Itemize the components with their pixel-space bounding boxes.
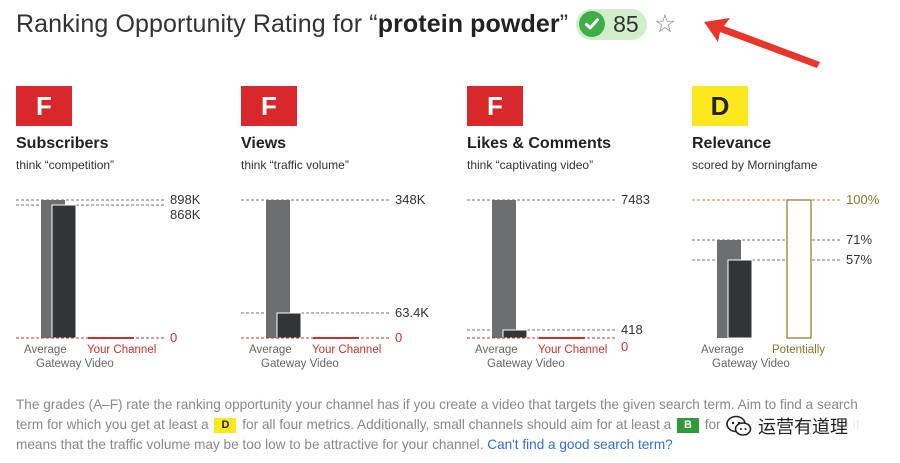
bar-your-channel xyxy=(539,337,585,339)
label-average-value: 348K xyxy=(395,192,426,207)
subscribers-chart: 898K 868K 0 Average Gateway Video Your C… xyxy=(16,192,201,370)
label-average: Average xyxy=(249,344,292,356)
bar-average xyxy=(492,200,516,338)
metric-relevance: D Relevance scored by Morningfame 100% 7… xyxy=(692,86,900,376)
label-your-channel-value: 0 xyxy=(170,330,177,345)
label-gateway-value: 57% xyxy=(846,252,872,267)
metric-title: Likes & Comments xyxy=(467,135,612,152)
label-gateway-video: Gateway Video xyxy=(36,358,114,370)
metric-title: Relevance xyxy=(692,135,772,152)
rating-header: Ranking Opportunity Rating for “protein … xyxy=(16,6,676,42)
watermark: 运营有道理 xyxy=(722,410,896,442)
bar-your-channel xyxy=(313,337,359,339)
label-gateway-value: 418 xyxy=(621,322,643,337)
annotation-arrow-icon xyxy=(704,18,820,68)
metric-likes-comments: F Likes & Comments think “captivating vi… xyxy=(467,86,682,376)
watermark-text: 运营有道理 xyxy=(758,417,848,437)
label-gateway-value: 868K xyxy=(170,207,201,222)
metric-subtitle: think “competition” xyxy=(16,158,115,172)
relevance-chart: 100% 71% 57% Average Gateway Video Poten… xyxy=(692,192,880,370)
bar-your-channel xyxy=(88,337,134,339)
label-average-value: 898K xyxy=(170,192,201,207)
grade-b-badge: B xyxy=(676,418,699,433)
bar-gateway-video xyxy=(51,204,77,339)
label-your-channel: Your Channel xyxy=(312,344,381,356)
label-average-value: 71% xyxy=(846,232,872,247)
metric-views: F Views think “traffic volume” 348K 63.4… xyxy=(241,86,456,376)
likes-comments-chart: 7483 418 0 Average Gateway Video Your Ch… xyxy=(467,192,650,370)
label-your-channel: Your Channel xyxy=(538,344,607,356)
metric-title: Views xyxy=(241,135,287,152)
label-your-channel-value: 0 xyxy=(395,330,402,345)
metric-subtitle: think “traffic volume” xyxy=(241,158,349,172)
bar-gateway-video xyxy=(727,259,753,339)
label-average-value: 7483 xyxy=(621,192,650,207)
page-title: Ranking Opportunity Rating for “protein … xyxy=(16,9,569,38)
metric-subscribers: F Subscribers think “competition” 898K 8… xyxy=(16,86,231,376)
bar-potentially xyxy=(786,199,812,339)
star-outline-icon[interactable]: ☆ xyxy=(653,9,677,38)
label-gateway-video: Gateway Video xyxy=(712,358,790,370)
score-badge: 85 xyxy=(576,8,647,40)
label-gateway-value: 63.4K xyxy=(395,305,429,320)
label-potential-value: 100% xyxy=(846,192,880,207)
label-your-channel-value: 0 xyxy=(621,339,628,354)
metric-subtitle: think “captivating video” xyxy=(467,158,594,172)
label-gateway-video: Gateway Video xyxy=(261,358,339,370)
label-your-channel: Your Channel xyxy=(87,344,156,356)
label-potentially: Potentially xyxy=(772,344,825,356)
label-gateway-video: Gateway Video xyxy=(487,358,565,370)
bar-gateway-video xyxy=(276,312,302,339)
metric-title: Subscribers xyxy=(16,135,109,152)
wechat-icon xyxy=(726,415,752,436)
label-average: Average xyxy=(24,344,67,356)
find-search-term-link[interactable]: Can't find a good search term? xyxy=(487,437,673,452)
grade-badge: D xyxy=(692,86,748,126)
grade-badge: F xyxy=(16,86,72,126)
score-value: 85 xyxy=(613,10,639,37)
label-average: Average xyxy=(701,344,744,356)
bar-gateway-video xyxy=(502,329,528,339)
metric-subtitle: scored by Morningfame xyxy=(692,158,818,172)
views-chart: 348K 63.4K 0 Average Gateway Video Your … xyxy=(241,192,429,370)
grade-badge: F xyxy=(241,86,297,126)
check-circle-icon xyxy=(579,11,606,37)
grade-badge: F xyxy=(467,86,523,126)
grade-d-badge: D xyxy=(214,418,237,433)
label-average: Average xyxy=(475,344,518,356)
keyword: protein powder xyxy=(377,9,560,38)
